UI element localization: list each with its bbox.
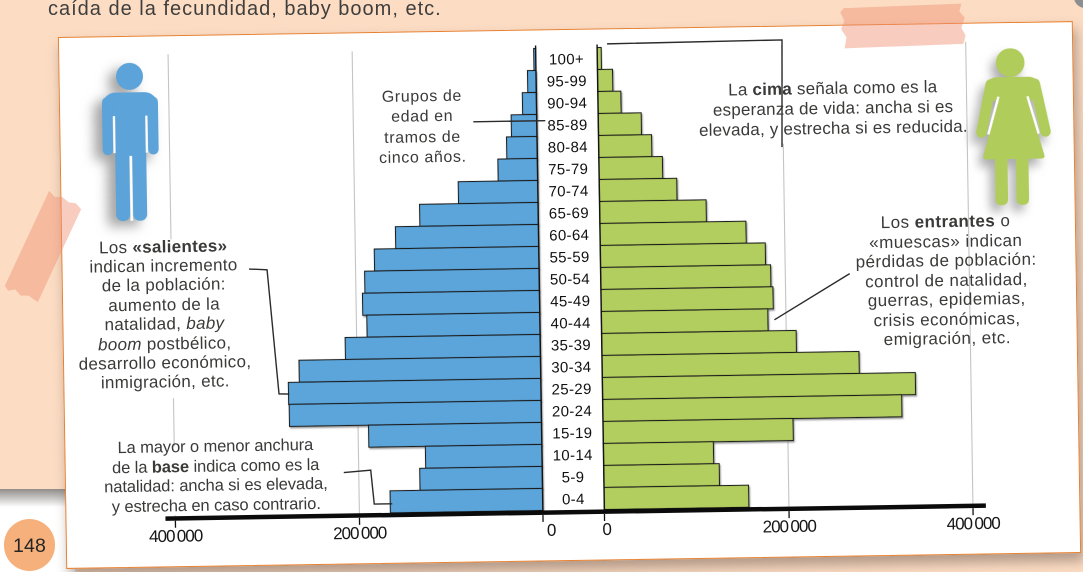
svg-text:5-9: 5-9	[562, 469, 585, 486]
svg-text:10-14: 10-14	[553, 447, 593, 465]
svg-text:0: 0	[547, 521, 556, 540]
svg-text:80-84: 80-84	[548, 139, 588, 157]
svg-text:400 000: 400 000	[947, 514, 1001, 534]
svg-text:25-29: 25-29	[551, 381, 591, 399]
svg-text:30-34: 30-34	[551, 359, 591, 377]
svg-text:45-49: 45-49	[550, 293, 590, 311]
svg-text:100+: 100+	[549, 51, 584, 69]
svg-text:55-59: 55-59	[549, 249, 589, 267]
svg-text:40-44: 40-44	[550, 315, 590, 333]
svg-text:95-99: 95-99	[547, 73, 587, 91]
svg-text:200 000: 200 000	[763, 517, 817, 537]
svg-text:35-39: 35-39	[551, 337, 591, 355]
svg-text:60-64: 60-64	[549, 227, 589, 245]
svg-text:75-79: 75-79	[548, 161, 588, 179]
svg-text:200 000: 200 000	[333, 523, 387, 543]
svg-text:0: 0	[602, 520, 611, 539]
svg-text:50-54: 50-54	[550, 271, 590, 289]
svg-text:0-4: 0-4	[562, 491, 585, 508]
svg-text:85-89: 85-89	[547, 117, 587, 135]
svg-text:70-74: 70-74	[548, 183, 588, 201]
svg-text:400 000: 400 000	[149, 526, 203, 546]
svg-text:65-69: 65-69	[549, 205, 589, 223]
svg-text:20-24: 20-24	[552, 403, 592, 421]
svg-text:90-94: 90-94	[547, 95, 587, 113]
svg-text:15-19: 15-19	[552, 425, 592, 443]
